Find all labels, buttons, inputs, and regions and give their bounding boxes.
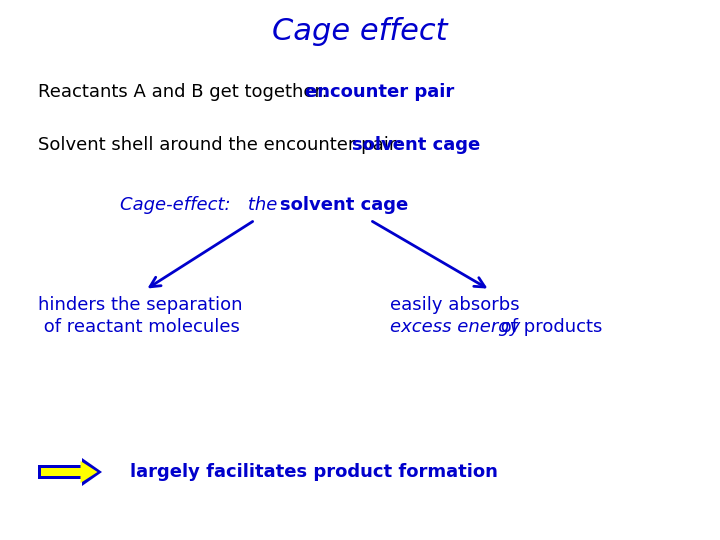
- Text: hinders the separation: hinders the separation: [38, 296, 243, 314]
- Text: solvent cage: solvent cage: [352, 136, 480, 154]
- Polygon shape: [41, 461, 97, 483]
- Text: excess energy: excess energy: [390, 318, 521, 336]
- Text: of reactant molecules: of reactant molecules: [38, 318, 240, 336]
- Text: solvent cage: solvent cage: [280, 196, 408, 214]
- Text: of products: of products: [495, 318, 603, 336]
- Text: easily absorbs: easily absorbs: [390, 296, 520, 314]
- Text: Solvent shell around the encounter pair:: Solvent shell around the encounter pair:: [38, 136, 413, 154]
- Text: Reactants A and B get together:: Reactants A and B get together:: [38, 83, 339, 101]
- Text: encounter pair: encounter pair: [305, 83, 454, 101]
- Polygon shape: [38, 458, 102, 486]
- Text: Cage effect: Cage effect: [272, 17, 448, 46]
- Text: largely facilitates product formation: largely facilitates product formation: [130, 463, 498, 481]
- Text: Cage-effect:   the: Cage-effect: the: [120, 196, 283, 214]
